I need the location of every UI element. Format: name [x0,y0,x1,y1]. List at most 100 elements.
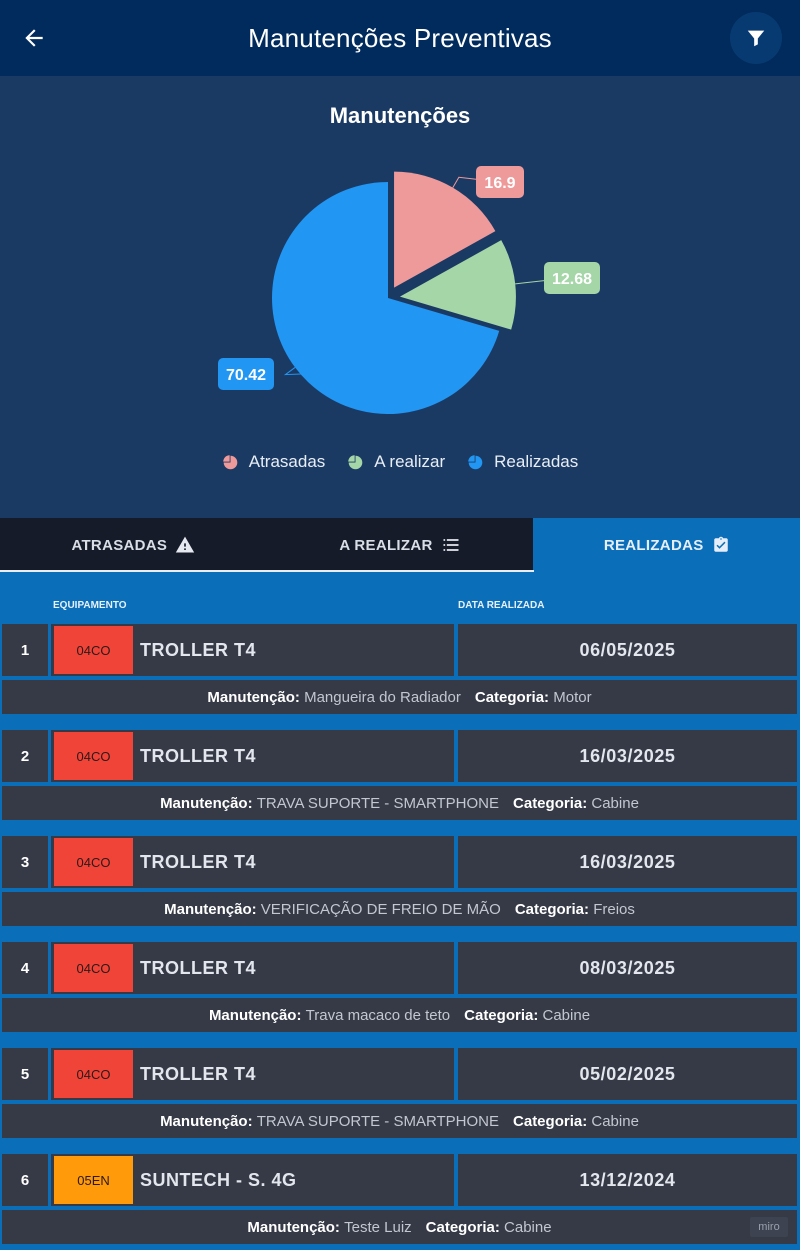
pie-data-label-box [476,166,524,198]
equipment-code-badge: 04CO [54,626,133,674]
pie-data-label-box [544,262,600,294]
maintenance-value: TRAVA SUPORTE - SMARTPHONE [256,794,500,812]
record-main-row: 5 04CO TROLLER T4 05/02/2025 [0,1048,800,1100]
maintenance-label: Manutenção: [208,1006,302,1024]
record-details: Manutenção: Trava macaco de teto Categori… [2,998,797,1032]
maintenance-label: Manutenção: [164,900,257,918]
filter-icon [747,30,765,47]
tab-realizadas[interactable]: REALIZADAS [533,518,800,572]
category-label: Categoria: [464,1006,539,1024]
equipment-code-badge: 04CO [54,838,133,886]
chart-legend: Atrasadas A realizar Realizadas [0,452,800,472]
equipment-code-badge: 04CO [54,1050,133,1098]
arrow-left-icon [25,29,43,47]
record-details: Manutenção: TRAVA SUPORTE - SMARTPHONE Ca… [2,786,797,820]
equipment-name: TROLLER T4 [140,957,256,978]
record-equipment: 04CO TROLLER T4 [51,730,454,782]
record-index: 5 [2,1048,48,1100]
maintenance-label: Manutenção: [247,1218,340,1236]
tab-label: A REALIZAR [339,536,433,554]
tab-indicator [0,570,534,572]
legend-item-a-realizar[interactable]: A realizar [347,452,445,472]
tab-a-realizar[interactable]: A REALIZAR [267,518,534,572]
tab-bar: ATRASADAS A REALIZAR REALIZADAS [0,518,800,572]
pie-slice-icon [348,454,363,469]
category-label: Categoria: [513,794,588,812]
tab-atrasadas[interactable]: ATRASADAS [0,518,267,572]
back-button[interactable] [18,22,50,54]
pie-slice-icon [468,454,483,469]
pie-slice-a-realizar[interactable] [399,240,516,330]
record-date: 16/03/2025 [458,730,797,782]
maintenance-value: Trava macaco de teto [305,1006,451,1024]
category-value: Motor [553,688,592,706]
chart-title: Manutenções [329,103,471,128]
column-header-equipment: EQUIPAMENTO [53,600,127,611]
record-details: Manutenção: TRAVA SUPORTE - SMARTPHONE Ca… [2,1104,797,1138]
pie-slice-realizadas[interactable] [272,182,500,414]
maintenance-value: VERIFICAÇÃO DE FREIO DE MÃO [260,900,501,918]
column-header-date: DATA REALIZADA [458,600,545,611]
watermark: miro [750,1217,788,1237]
category-value: Cabine [504,1218,552,1236]
record-equipment: 05EN SUNTECH - S. 4G [51,1154,454,1206]
record-date: 16/03/2025 [458,836,797,888]
column-headers: EQUIPAMENTO DATA REALIZADA [0,600,800,614]
maintenance-value: Teste Luiz [344,1218,412,1236]
equipment-name: TROLLER T4 [140,851,256,872]
pie-chart: 16.9 12.68 70.42 [218,166,600,414]
maintenance-value: TRAVA SUPORTE - SMARTPHONE [256,1112,500,1130]
equipment-code-badge: 05EN [54,1156,133,1204]
equipment-name: TROLLER T4 [140,639,256,660]
record-main-row: 2 04CO TROLLER T4 16/03/2025 [0,730,800,782]
category-label: Categoria: [513,1112,588,1130]
app-bar: Manutenções Preventivas [0,0,800,76]
pie-data-label-text: 70.42 [226,367,266,384]
page-title: Manutenções Preventivas [248,22,552,53]
category-value: Cabine [542,1006,591,1024]
legend-label: A realizar [374,452,446,471]
record-details: Manutenção: Mangueira do Radiador Categor… [2,680,797,714]
pie-slice-atrasadas[interactable] [394,171,496,288]
pie-data-label: 70.42 [218,358,274,390]
maintenance-label: Manutenção: [207,688,300,706]
record-index: 1 [2,624,48,676]
record-details: Manutenção: Teste Luiz Categoria: Cabine [2,1210,797,1244]
record-date: 13/12/2024 [458,1154,797,1206]
record-equipment: 04CO TROLLER T4 [51,836,454,888]
equipment-name: TROLLER T4 [140,1063,256,1084]
pie-data-label-text: 16.9 [484,175,515,192]
record-equipment: 04CO TROLLER T4 [51,942,454,994]
list-icon [443,539,459,551]
pie-data-label-text: 12.68 [552,271,592,288]
record-equipment: 04CO TROLLER T4 [51,1048,454,1100]
maintenance-label: Manutenção: [160,794,253,812]
record-main-row: 3 04CO TROLLER T4 16/03/2025 [0,836,800,888]
legend-item-realizadas[interactable]: Realizadas [467,452,578,472]
tab-label: REALIZADAS [603,536,704,554]
equipment-name: SUNTECH - S. 4G [140,1169,297,1190]
record-date: 05/02/2025 [458,1048,797,1100]
filter-button[interactable] [730,12,782,64]
pie-data-label: 12.68 [544,262,600,294]
record-main-row: 4 04CO TROLLER T4 08/03/2025 [0,942,800,994]
equipment-code-badge: 04CO [54,944,133,992]
tab-label: ATRASADAS [71,536,168,554]
record-index: 2 [2,730,48,782]
maintenance-value: Mangueira do Radiador [304,688,461,706]
legend-item-atrasadas[interactable]: Atrasadas [222,452,325,472]
clipboard-check-icon [713,536,728,552]
pie-data-label-box [218,358,274,390]
record-date: 08/03/2025 [458,942,797,994]
warning-icon [176,536,195,553]
record-main-row: 6 05EN SUNTECH - S. 4G 13/12/2024 [0,1154,800,1206]
category-label: Categoria: [514,900,590,918]
record-details: Manutenção: VERIFICAÇÃO DE FREIO DE MÃO C… [2,892,797,926]
record-date: 06/05/2025 [458,624,797,676]
equipment-code-badge: 04CO [54,732,133,780]
category-label: Categoria: [474,688,550,706]
record-main-row: 1 04CO TROLLER T4 06/05/2025 [0,624,800,676]
record-index: 4 [2,942,48,994]
record-index: 6 [2,1154,48,1206]
legend-label: Realizadas [494,452,579,471]
